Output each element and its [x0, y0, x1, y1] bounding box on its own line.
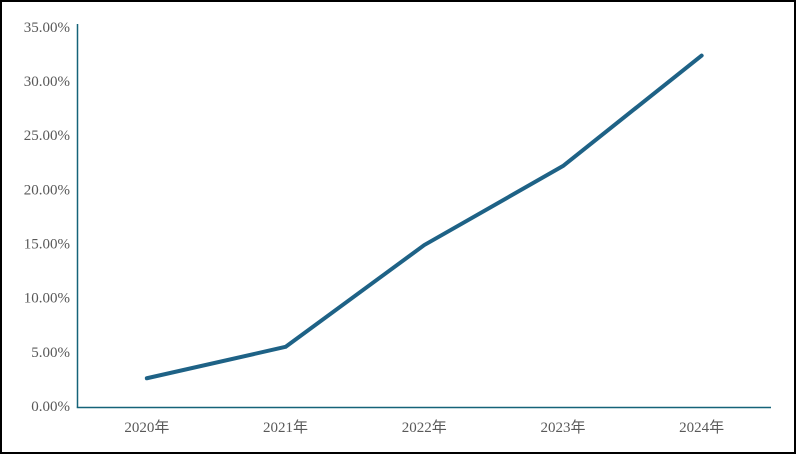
x-axis-label: 2020年 — [124, 419, 169, 436]
x-axis-label: 2022年 — [402, 419, 447, 436]
y-axis-tick-label: 0.00% — [31, 399, 70, 415]
y-axis-tick-label: 35.00% — [24, 20, 70, 36]
x-axis-label: 2024年 — [679, 419, 724, 436]
y-axis-tick-label: 30.00% — [24, 74, 70, 90]
y-axis-tick-label: 25.00% — [24, 128, 70, 144]
data-line-series — [144, 53, 704, 381]
y-axis-tick-label: 20.00% — [24, 182, 70, 198]
x-axis-label: 2021年 — [263, 419, 308, 436]
y-axis-tick-label: 15.00% — [24, 237, 70, 253]
y-axis-tick-label: 10.00% — [24, 291, 70, 307]
x-axis-label: 2023年 — [540, 419, 585, 436]
y-axis-tick-label: 5.00% — [31, 345, 70, 361]
